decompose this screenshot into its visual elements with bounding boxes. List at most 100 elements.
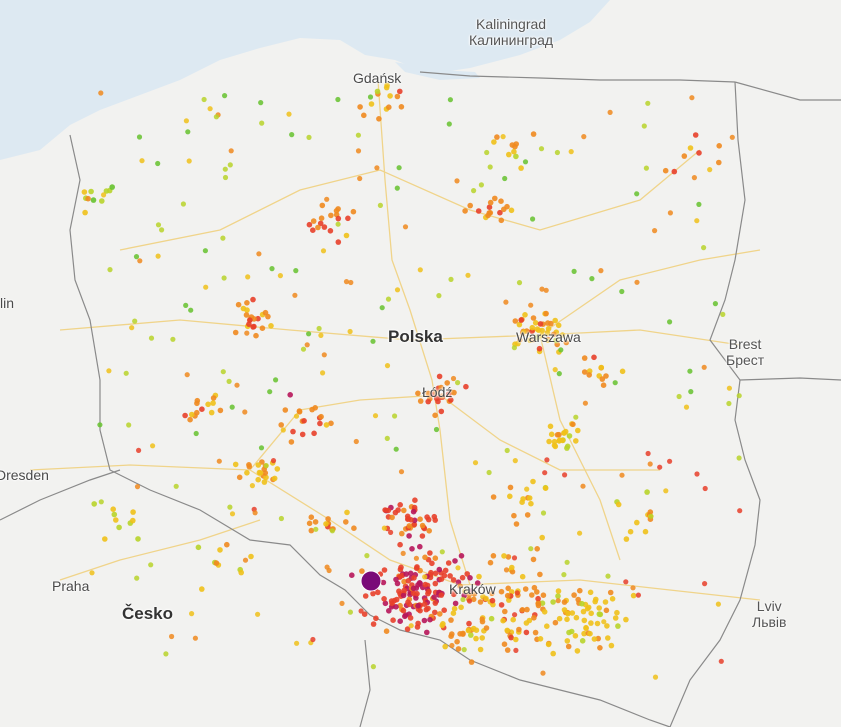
measurement-dot[interactable] xyxy=(397,541,403,548)
measurement-dot[interactable] xyxy=(701,364,707,370)
measurement-dot[interactable] xyxy=(540,510,547,516)
measurement-dot[interactable] xyxy=(573,438,579,444)
measurement-dot[interactable] xyxy=(328,212,334,219)
measurement-dot[interactable] xyxy=(382,507,388,513)
measurement-dot[interactable] xyxy=(393,604,399,610)
measurement-dot[interactable] xyxy=(321,224,328,230)
measurement-dot[interactable] xyxy=(565,643,572,650)
measurement-dot[interactable] xyxy=(558,347,564,353)
measurement-dot[interactable] xyxy=(462,208,468,214)
measurement-dot[interactable] xyxy=(347,328,353,335)
measurement-dot[interactable] xyxy=(647,509,654,515)
measurement-dot[interactable] xyxy=(372,413,379,419)
measurement-dot[interactable] xyxy=(451,591,457,598)
measurement-dot[interactable] xyxy=(445,560,452,566)
measurement-dot[interactable] xyxy=(566,629,572,636)
measurement-dot[interactable] xyxy=(433,426,440,433)
measurement-dot[interactable] xyxy=(199,406,205,413)
measurement-dot[interactable] xyxy=(351,525,357,531)
measurement-dot[interactable] xyxy=(345,215,351,222)
measurement-dot[interactable] xyxy=(634,519,640,526)
measurement-dot[interactable] xyxy=(520,328,527,335)
measurement-dot[interactable] xyxy=(596,611,603,617)
measurement-dot[interactable] xyxy=(437,611,443,617)
measurement-dot[interactable] xyxy=(320,248,327,254)
measurement-dot[interactable] xyxy=(306,221,313,228)
measurement-dot[interactable] xyxy=(432,570,439,577)
measurement-dot[interactable] xyxy=(163,651,169,657)
measurement-dot[interactable] xyxy=(530,216,536,222)
measurement-dot[interactable] xyxy=(384,435,390,441)
measurement-dot[interactable] xyxy=(261,479,268,485)
measurement-dot[interactable] xyxy=(126,422,132,428)
measurement-dot[interactable] xyxy=(524,606,530,613)
measurement-dot[interactable] xyxy=(504,203,510,210)
measurement-dot[interactable] xyxy=(508,634,514,641)
measurement-dot[interactable] xyxy=(634,279,640,285)
measurement-dot[interactable] xyxy=(464,571,471,577)
measurement-dot[interactable] xyxy=(497,209,503,216)
measurement-dot[interactable] xyxy=(528,500,534,507)
measurement-dot[interactable] xyxy=(458,553,465,559)
measurement-dot[interactable] xyxy=(487,210,494,216)
measurement-dot[interactable] xyxy=(234,382,240,388)
measurement-dot[interactable] xyxy=(439,622,446,629)
measurement-dot[interactable] xyxy=(564,559,570,565)
measurement-dot[interactable] xyxy=(273,377,279,383)
measurement-dot[interactable] xyxy=(561,607,568,613)
measurement-dot[interactable] xyxy=(137,258,143,264)
measurement-dot[interactable] xyxy=(457,583,464,589)
measurement-dot[interactable] xyxy=(409,546,415,552)
measurement-dot[interactable] xyxy=(534,546,540,552)
measurement-dot[interactable] xyxy=(259,325,266,332)
measurement-dot[interactable] xyxy=(250,324,256,330)
measurement-dot[interactable] xyxy=(238,569,244,576)
measurement-dot[interactable] xyxy=(498,588,505,595)
measurement-dot[interactable] xyxy=(605,573,611,579)
measurement-dot[interactable] xyxy=(515,340,521,347)
measurement-dot[interactable] xyxy=(602,599,609,605)
measurement-dot[interactable] xyxy=(413,555,419,561)
measurement-dot[interactable] xyxy=(466,591,473,598)
measurement-dot[interactable] xyxy=(432,412,438,419)
measurement-dot[interactable] xyxy=(446,121,452,127)
measurement-dot[interactable] xyxy=(187,416,193,423)
measurement-dot[interactable] xyxy=(244,470,250,476)
measurement-dot[interactable] xyxy=(667,458,673,464)
measurement-dot[interactable] xyxy=(478,182,484,188)
measurement-dot[interactable] xyxy=(263,474,269,481)
measurement-dot[interactable] xyxy=(381,525,387,531)
measurement-dot[interactable] xyxy=(441,607,448,613)
measurement-dot[interactable] xyxy=(82,209,88,216)
measurement-dot[interactable] xyxy=(425,390,432,397)
measurement-dot[interactable] xyxy=(619,368,626,375)
measurement-dot[interactable] xyxy=(384,363,391,369)
measurement-dot[interactable] xyxy=(226,378,232,384)
measurement-dot[interactable] xyxy=(645,100,651,106)
measurement-dot[interactable] xyxy=(242,409,248,415)
measurement-dot[interactable] xyxy=(528,302,534,308)
measurement-dot[interactable] xyxy=(339,600,345,607)
measurement-dot[interactable] xyxy=(424,514,430,520)
measurement-dot[interactable] xyxy=(438,384,444,391)
measurement-dot[interactable] xyxy=(545,337,551,344)
measurement-dot[interactable] xyxy=(310,218,317,224)
measurement-dot[interactable] xyxy=(282,407,289,413)
measurement-dot[interactable] xyxy=(630,585,636,591)
measurement-dot[interactable] xyxy=(116,524,122,531)
measurement-dot[interactable] xyxy=(310,636,316,643)
measurement-dot[interactable] xyxy=(419,533,426,539)
measurement-dot[interactable] xyxy=(467,202,474,209)
measurement-dot[interactable] xyxy=(183,302,189,308)
measurement-dot[interactable] xyxy=(644,489,650,495)
measurement-dot[interactable] xyxy=(293,413,300,419)
measurement-dot[interactable] xyxy=(726,385,733,391)
measurement-dot[interactable] xyxy=(394,93,401,100)
measurement-dot[interactable] xyxy=(465,272,471,278)
measurement-dot[interactable] xyxy=(439,393,446,399)
measurement-dot[interactable] xyxy=(265,313,271,320)
measurement-dot[interactable] xyxy=(328,420,334,427)
measurement-dot[interactable] xyxy=(447,573,453,579)
measurement-dot[interactable] xyxy=(398,104,405,110)
measurement-dot[interactable] xyxy=(348,279,354,286)
